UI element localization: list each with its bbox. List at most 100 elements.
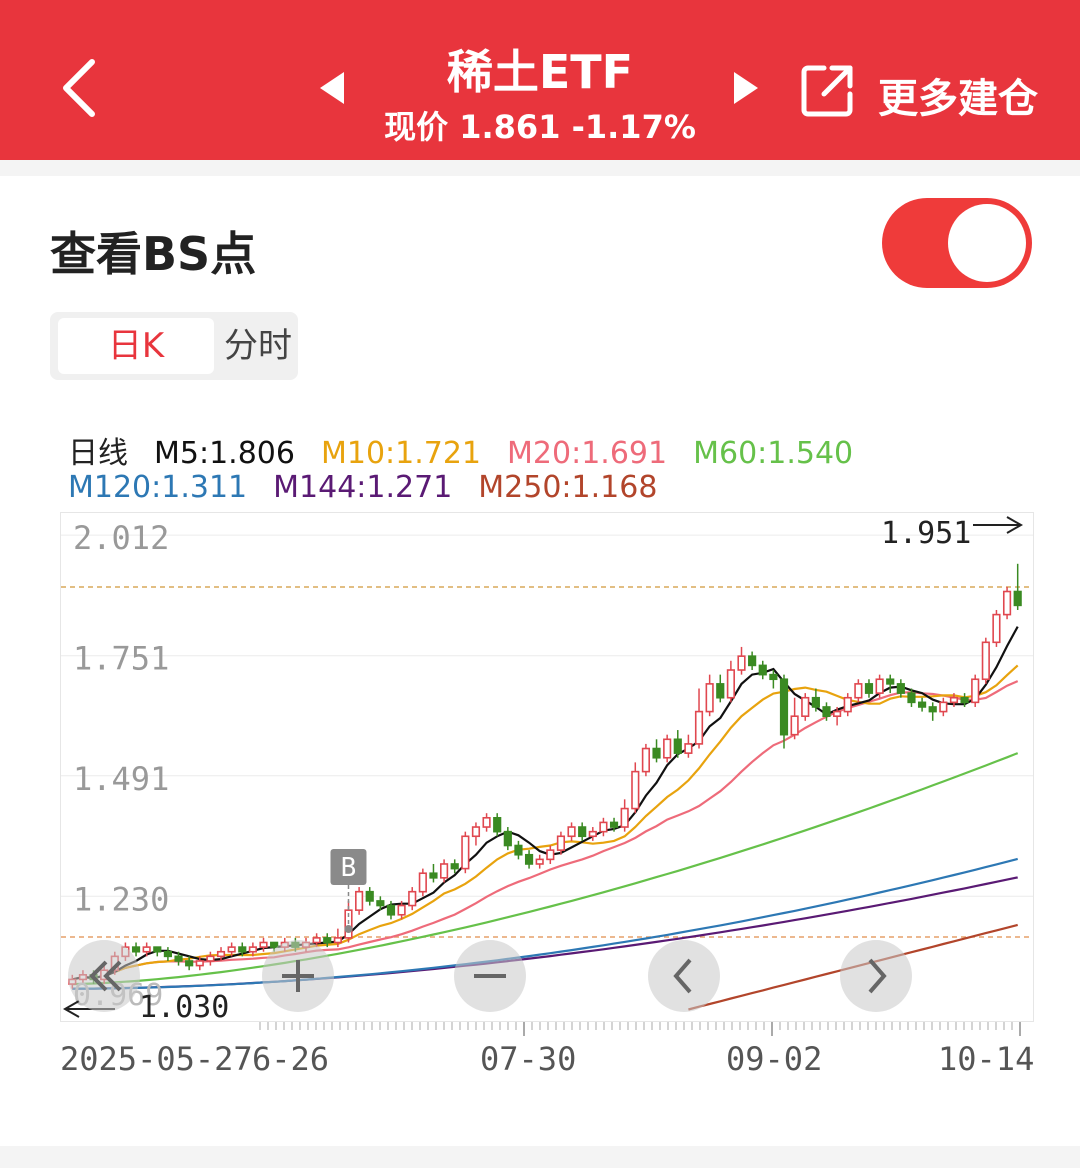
legend-m120: M120:1.311 bbox=[68, 470, 248, 505]
candle bbox=[376, 896, 385, 911]
candle bbox=[195, 956, 204, 971]
legend-m250: M250:1.168 bbox=[478, 470, 658, 505]
candle bbox=[705, 674, 714, 717]
candle bbox=[567, 822, 576, 841]
page-title: 稀土ETF bbox=[446, 45, 634, 99]
candle bbox=[981, 637, 990, 684]
buy-marker[interactable]: B bbox=[330, 849, 367, 933]
candle bbox=[779, 674, 789, 749]
candle bbox=[907, 688, 916, 707]
prev-triangle-icon[interactable] bbox=[320, 72, 344, 104]
top-bar: 稀土ETF 现价 1.861 -1.17% 更多建仓 bbox=[0, 0, 1080, 160]
candle bbox=[917, 697, 927, 712]
ma10-line bbox=[72, 664, 1019, 981]
candle bbox=[216, 947, 226, 961]
bs-points-label: 查看BS点 bbox=[50, 227, 257, 281]
candle bbox=[949, 693, 959, 707]
candle bbox=[939, 697, 948, 717]
candle bbox=[843, 693, 852, 717]
scroll-to-start-button[interactable] bbox=[68, 940, 140, 1012]
candle bbox=[238, 942, 247, 957]
candle bbox=[1013, 563, 1022, 610]
candle bbox=[992, 609, 1001, 647]
candle bbox=[355, 887, 364, 915]
candle bbox=[493, 813, 502, 837]
bs-points-toggle[interactable] bbox=[882, 198, 1032, 288]
y-tick-label: 2.012 bbox=[73, 519, 169, 557]
zoom-in-button[interactable] bbox=[262, 940, 334, 1012]
candle bbox=[227, 942, 236, 957]
more-positions-button[interactable]: 更多建仓 bbox=[878, 76, 1038, 122]
candle bbox=[429, 863, 438, 883]
candle bbox=[641, 743, 651, 777]
candle bbox=[971, 674, 980, 707]
candle bbox=[333, 928, 342, 948]
candle bbox=[652, 739, 661, 763]
candle bbox=[684, 734, 693, 758]
candle bbox=[801, 693, 810, 721]
candle bbox=[769, 670, 778, 689]
x-label-2: 6-26 bbox=[252, 1040, 330, 1078]
scroll-left-button[interactable] bbox=[648, 940, 720, 1012]
candle bbox=[896, 679, 905, 698]
candle bbox=[153, 946, 162, 957]
ma20-line bbox=[72, 680, 1019, 981]
candle bbox=[142, 942, 151, 957]
candle bbox=[748, 651, 757, 671]
x-label-3: 07-30 bbox=[480, 1040, 577, 1078]
tab-daily-k[interactable]: 日K bbox=[58, 318, 214, 374]
candle bbox=[439, 859, 449, 883]
next-triangle-icon[interactable] bbox=[734, 72, 758, 104]
candle bbox=[960, 693, 969, 707]
legend-m144: M144:1.271 bbox=[273, 470, 453, 505]
candle bbox=[631, 762, 640, 814]
ma5-line bbox=[72, 626, 1019, 981]
candle bbox=[408, 887, 417, 911]
legend-m20: M20:1.691 bbox=[507, 436, 668, 471]
tab-intraday[interactable]: 分时 bbox=[224, 326, 292, 366]
candle bbox=[790, 697, 799, 740]
zoom-out-button[interactable] bbox=[454, 940, 526, 1012]
x-axis-ticks bbox=[259, 1022, 1021, 1036]
candle bbox=[206, 951, 215, 966]
candle bbox=[174, 951, 183, 966]
candle bbox=[471, 822, 481, 846]
candle bbox=[397, 900, 406, 920]
candle bbox=[620, 799, 629, 832]
candle bbox=[833, 706, 842, 726]
candle bbox=[163, 947, 173, 961]
chevron-right-icon bbox=[868, 958, 887, 994]
candle bbox=[726, 660, 735, 703]
candle bbox=[694, 688, 704, 749]
candle bbox=[259, 937, 268, 952]
y-tick-label: 1.751 bbox=[73, 640, 169, 678]
candle bbox=[609, 817, 619, 832]
y-tick-label: 1.230 bbox=[73, 880, 169, 918]
candle bbox=[673, 730, 682, 758]
candle bbox=[663, 734, 672, 763]
price-subtitle: 现价 1.861 -1.17% bbox=[384, 108, 696, 146]
toggle-knob bbox=[948, 204, 1026, 282]
candle bbox=[716, 674, 725, 703]
candle bbox=[185, 956, 194, 971]
share-icon[interactable] bbox=[800, 62, 856, 118]
buy-marker-label: B bbox=[341, 853, 357, 883]
candle bbox=[535, 854, 544, 869]
plus-icon bbox=[282, 960, 314, 992]
scroll-right-button[interactable] bbox=[840, 940, 912, 1012]
candle bbox=[131, 942, 141, 957]
legend-m60: M60:1.540 bbox=[693, 436, 854, 471]
candle bbox=[524, 850, 534, 869]
candle bbox=[758, 660, 767, 680]
minus-icon bbox=[474, 974, 506, 978]
low-price-label: 1.030 bbox=[139, 990, 229, 1021]
candle bbox=[588, 827, 597, 841]
candle bbox=[418, 868, 427, 897]
back-arrow-icon[interactable] bbox=[60, 58, 100, 118]
ma120-line bbox=[72, 857, 1018, 990]
candle bbox=[875, 674, 884, 698]
high-price-label: 1.951 bbox=[881, 516, 971, 551]
ma60-line bbox=[72, 752, 1019, 986]
